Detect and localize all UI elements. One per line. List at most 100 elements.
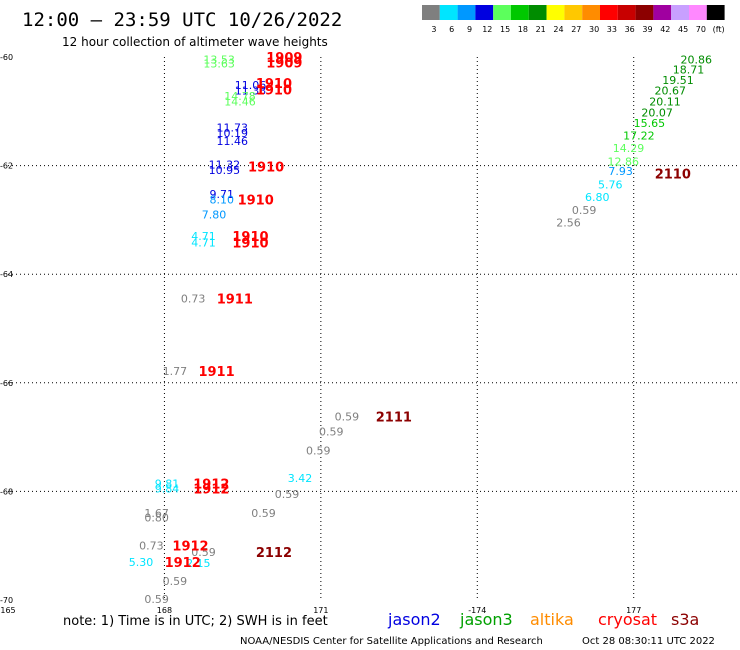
- legend-swatch: [617, 5, 636, 20]
- y-tick-label: -62: [0, 162, 13, 171]
- footer-timestamp: Oct 28 08:30:11 UTC 2022: [582, 636, 715, 647]
- swh-value-label: 2.15: [186, 557, 211, 570]
- swh-value-label: 13.63: [203, 58, 235, 71]
- swh-value-label: 0.59: [275, 488, 300, 501]
- swh-value-label: 11.73: [216, 122, 248, 135]
- x-tick-label: 171: [313, 606, 328, 615]
- legend-swatch: [706, 5, 725, 20]
- swh-value-label: 9.84: [155, 483, 180, 496]
- swh-value-label: 19.51: [662, 74, 694, 87]
- swh-value-label: 2.56: [556, 217, 581, 230]
- legend-bin-label: 27: [571, 25, 581, 34]
- legend-swatch: [689, 5, 707, 20]
- swh-value-label: 0.59: [191, 546, 216, 559]
- legend-swatch: [511, 5, 529, 20]
- swh-value-label: 13.53: [203, 54, 235, 67]
- swh-value-label: 9.81: [155, 477, 180, 490]
- swh-value-label: 0.73: [139, 540, 164, 553]
- swh-value-label: 20.07: [641, 106, 673, 119]
- swh-value-label: 5.76: [598, 179, 623, 192]
- pass-time-label: 1909: [266, 51, 302, 66]
- pass-time-label: 1910: [256, 84, 292, 99]
- pass-time-label: 1909: [266, 56, 302, 71]
- chart-subtitle: 12 hour collection of altimeter wave hei…: [62, 35, 328, 49]
- color-scale-legend: 3 6 9 12 15 18 21 24 27 30 33 36 39 42 45 70 (ft): [422, 5, 725, 34]
- mission-label: s3a: [671, 610, 699, 629]
- swh-value-label: 12.86: [608, 155, 640, 168]
- swh-value-label: 8.10: [210, 193, 235, 206]
- mission-label: altika: [530, 610, 574, 629]
- chart-title: 12:00 — 23:59 UTC 10/26/2022: [22, 9, 342, 31]
- legend-unit: (ft): [713, 25, 725, 34]
- legend-bin-label: 3: [431, 25, 436, 34]
- legend-swatch: [671, 5, 689, 20]
- pass-time-label: 2111: [376, 410, 412, 425]
- swh-value-label: 7.80: [202, 208, 227, 221]
- swh-value-label: 10.95: [209, 164, 241, 177]
- swh-value-label: 0.59: [335, 410, 360, 423]
- legend-swatch: [564, 5, 583, 20]
- swh-value-label: 17.22: [623, 130, 655, 143]
- swh-value-label: 4.71: [191, 230, 216, 243]
- pass-time-label: 2112: [256, 546, 292, 561]
- pass-time-label: 2110: [655, 168, 691, 183]
- legend-swatch: [546, 5, 565, 20]
- mission-label: jason3: [459, 610, 513, 629]
- pass-time-label: 1911: [217, 293, 253, 308]
- swh-value-label: 20.86: [681, 54, 713, 67]
- footer-credit: NOAA/NESDIS Center for Satellite Applica…: [240, 636, 543, 647]
- legend-swatch: [439, 5, 458, 20]
- swh-value-label: 14.46: [224, 96, 256, 109]
- swh-value-label: 5.30: [129, 556, 154, 569]
- swh-value-label: 0.59: [251, 507, 276, 520]
- swh-value-label: 11.46: [216, 135, 248, 148]
- swh-value-label: 1.67: [144, 507, 169, 520]
- x-tick-label: 168: [157, 606, 172, 615]
- swh-value-label: 0.59: [144, 593, 169, 606]
- y-tick-label: -66: [0, 379, 13, 388]
- pass-time-label: 1912: [193, 477, 229, 492]
- legend-swatch: [528, 5, 547, 20]
- legend-swatch: [653, 5, 672, 20]
- swh-value-label: 18.71: [673, 63, 705, 76]
- legend-swatch: [600, 5, 618, 20]
- legend-bin-label: 15: [500, 25, 510, 34]
- x-tick-label: 177: [626, 606, 641, 615]
- legend-bin-label: 21: [536, 25, 546, 34]
- legend-bin-label: 45: [678, 25, 688, 34]
- swh-value-label: 20.11: [649, 96, 681, 109]
- legend-bin-label: 24: [553, 25, 563, 34]
- pass-time-label: 1910: [256, 77, 292, 92]
- mission-label: jason2: [387, 610, 441, 629]
- legend-bin-label: 9: [467, 25, 472, 34]
- legend-swatch: [475, 5, 494, 20]
- footer-note: note: 1) Time is in UTC; 2) SWH is in fe…: [63, 614, 328, 629]
- swh-value-label: 10.19: [216, 127, 248, 140]
- swh-value-label: 11.33: [235, 85, 267, 98]
- legend-bin-label: 70: [696, 25, 706, 34]
- swh-value-label: 0.59: [319, 426, 344, 439]
- legend-bin-label: 30: [589, 25, 599, 34]
- legend-bin-label: 39: [642, 25, 652, 34]
- x-tick-label: 165: [0, 606, 15, 615]
- swh-value-label: 11.06: [235, 79, 267, 92]
- swh-value-label: 4.71: [191, 237, 216, 250]
- swh-value-label: 0.80: [144, 511, 169, 524]
- swh-value-label: 7.93: [608, 165, 633, 178]
- swh-value-label: 6.80: [585, 191, 610, 204]
- legend-swatch: [582, 5, 600, 20]
- legend-swatch: [422, 5, 440, 20]
- swh-value-label: 11.32: [209, 159, 241, 172]
- map-grid: [8, 57, 738, 600]
- y-tick-label: -70: [0, 596, 13, 605]
- swh-value-label: 0.59: [306, 445, 331, 458]
- swh-value-label: 0.59: [572, 204, 597, 217]
- pass-time-label: 1910: [232, 230, 268, 245]
- swh-value-label: 14.78: [224, 90, 256, 103]
- y-tick-label: -60: [0, 53, 13, 62]
- pass-time-label: 1912: [172, 540, 208, 555]
